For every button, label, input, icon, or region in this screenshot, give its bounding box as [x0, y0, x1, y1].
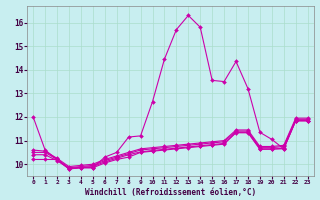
X-axis label: Windchill (Refroidissement éolien,°C): Windchill (Refroidissement éolien,°C)	[85, 188, 256, 197]
